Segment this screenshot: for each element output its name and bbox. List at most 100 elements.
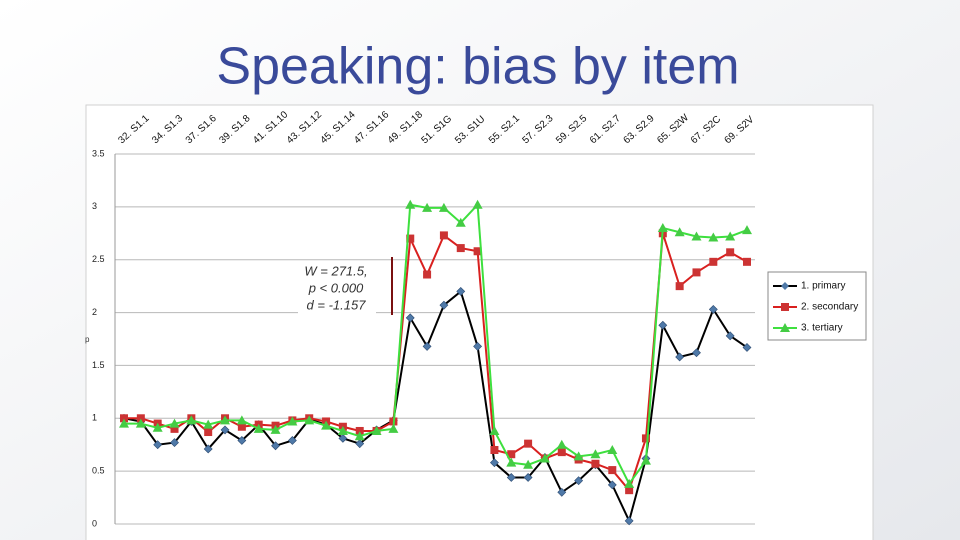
marker <box>557 448 566 457</box>
marker <box>539 453 550 463</box>
marker <box>304 415 315 425</box>
marker <box>473 341 483 351</box>
marker <box>743 257 751 266</box>
marker <box>422 341 432 351</box>
annotation: W = 271.5, <box>304 263 367 278</box>
marker <box>591 459 600 468</box>
marker <box>742 343 752 352</box>
marker <box>691 231 702 241</box>
marker <box>237 436 247 445</box>
marker <box>236 415 247 425</box>
marker <box>170 424 179 433</box>
slide-title: Speaking: bias by item <box>216 38 739 96</box>
marker <box>220 425 230 435</box>
y-tick-label: 1 <box>92 413 97 423</box>
marker <box>169 418 180 428</box>
y-tick-label: 1.5 <box>92 360 105 370</box>
marker <box>489 425 500 435</box>
marker <box>405 313 415 323</box>
marker <box>271 441 280 451</box>
marker <box>524 439 533 448</box>
marker <box>624 478 635 488</box>
marker <box>237 422 246 431</box>
marker <box>725 231 736 241</box>
annotation: d = -1.157 <box>307 297 367 312</box>
marker <box>186 415 197 425</box>
marker <box>337 425 348 435</box>
marker <box>170 438 179 448</box>
y-tick-label: 0 <box>92 518 97 528</box>
y-tick-label: 2.5 <box>92 254 105 264</box>
marker <box>472 199 483 209</box>
marker <box>490 458 499 468</box>
marker <box>675 282 684 291</box>
marker <box>388 423 399 433</box>
marker <box>556 439 567 449</box>
marker <box>574 476 584 486</box>
marker <box>658 320 668 330</box>
marker <box>119 418 129 428</box>
marker <box>439 300 449 310</box>
legend-label: 3. tertiary <box>801 323 843 334</box>
marker <box>692 268 701 277</box>
marker <box>136 414 145 423</box>
marker <box>473 247 482 256</box>
marker <box>708 304 718 314</box>
marker <box>657 223 668 232</box>
annotation-box <box>298 262 376 316</box>
marker <box>204 428 213 437</box>
marker <box>507 450 516 459</box>
y-tick-label: 3.5 <box>92 148 105 158</box>
y-tick-label: 3 <box>92 201 97 211</box>
marker <box>135 418 146 428</box>
marker <box>726 248 735 257</box>
marker <box>573 451 584 461</box>
marker <box>607 480 617 490</box>
marker <box>523 459 534 469</box>
marker <box>287 436 297 445</box>
marker <box>203 419 214 429</box>
marker <box>590 449 601 459</box>
marker <box>120 414 128 423</box>
marker <box>406 234 415 243</box>
marker <box>709 257 718 266</box>
series <box>119 199 752 488</box>
legend-marker <box>780 323 790 332</box>
marker <box>640 455 651 465</box>
marker <box>692 348 701 358</box>
marker <box>423 270 432 279</box>
marker <box>456 244 465 253</box>
marker <box>456 287 466 296</box>
marker <box>355 439 365 449</box>
marker <box>506 457 517 467</box>
marker <box>321 420 332 430</box>
marker <box>287 416 298 426</box>
marker <box>742 225 752 235</box>
legend-marker <box>781 303 789 311</box>
y-tick-label: 0.5 <box>92 466 105 476</box>
marker <box>220 415 231 425</box>
marker <box>608 466 617 475</box>
marker <box>355 426 364 435</box>
marker <box>506 473 516 482</box>
annotation: p < 0.000 <box>308 280 364 295</box>
legend-label: 1. primary <box>801 281 845 292</box>
marker <box>438 202 449 212</box>
marker <box>455 217 466 227</box>
marker <box>674 227 685 237</box>
marker <box>439 231 448 240</box>
chart-area <box>85 104 874 540</box>
marker <box>624 516 634 526</box>
marker <box>607 445 618 454</box>
marker <box>152 422 163 432</box>
marker <box>354 431 365 441</box>
marker <box>725 331 735 341</box>
marker <box>523 473 533 482</box>
marker <box>338 433 348 443</box>
marker <box>675 352 685 362</box>
marker <box>153 440 163 450</box>
marker <box>708 232 719 242</box>
series-line <box>123 289 748 524</box>
